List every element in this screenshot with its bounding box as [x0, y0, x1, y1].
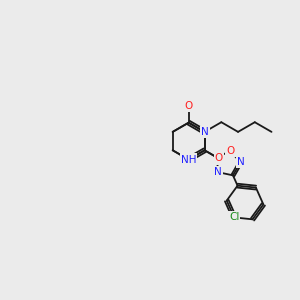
Text: NH: NH [181, 154, 197, 164]
Text: O: O [226, 146, 235, 156]
Text: N: N [201, 127, 208, 137]
Text: Cl: Cl [229, 212, 239, 222]
Text: O: O [184, 101, 193, 111]
Text: O: O [214, 154, 223, 164]
Text: N: N [237, 157, 244, 167]
Text: N: N [214, 167, 222, 177]
